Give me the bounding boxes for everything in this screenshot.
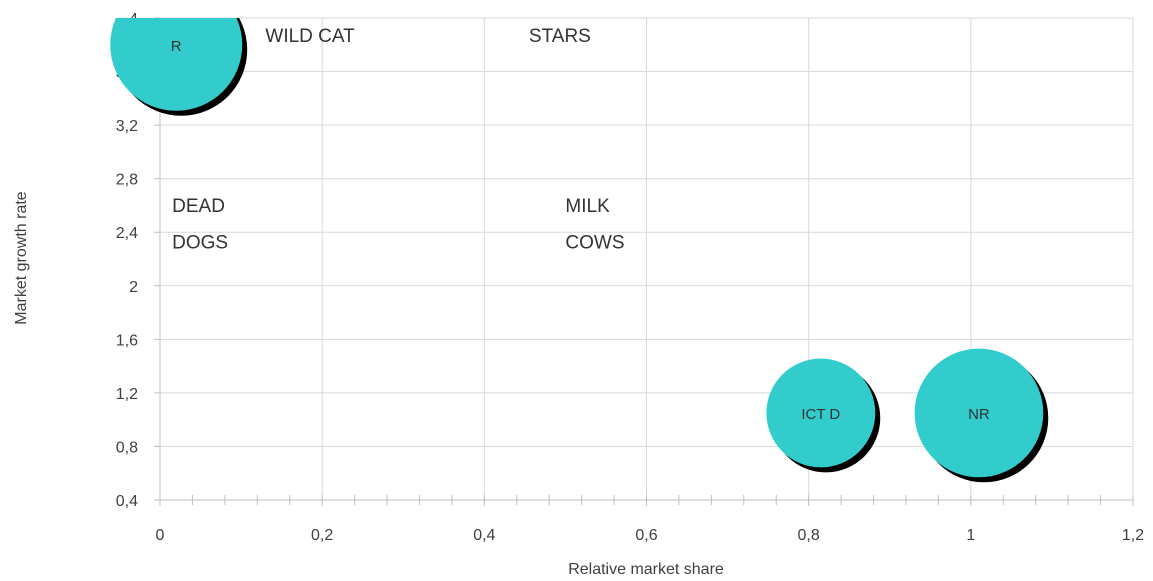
- x-tick-label: 0: [156, 527, 165, 544]
- bubble: NR: [914, 348, 1049, 483]
- bubble-label: R: [171, 38, 182, 55]
- quadrant-label: DOGS: [172, 232, 228, 253]
- quadrant-label: COWS: [565, 232, 624, 253]
- y-tick-label: 2,4: [116, 225, 138, 242]
- quadrant-label: MILK: [565, 196, 610, 217]
- y-tick-label: 0,4: [116, 493, 138, 510]
- bubble: ICT D: [766, 358, 881, 473]
- y-tick-label: 1,2: [116, 386, 138, 403]
- bubble-label: NR: [968, 406, 990, 423]
- bubble-circle: [110, 18, 243, 111]
- y-tick-label: 1,6: [116, 332, 138, 349]
- x-tick-label: 1,2: [1122, 527, 1144, 544]
- y-tick-label: 2: [129, 279, 138, 296]
- x-tick-label: 0,4: [473, 527, 495, 544]
- x-axis-title: Relative market share: [568, 561, 724, 578]
- y-axis-title: Market growth rate: [13, 191, 30, 324]
- bubble-circle: [766, 358, 876, 468]
- quadrant-label: DEAD: [172, 196, 225, 217]
- x-tick-label: 1: [966, 527, 975, 544]
- bubble-label: ICT D: [801, 406, 840, 423]
- quadrant-label: STARS: [529, 26, 591, 47]
- quadrant-labels: WILD CAT STARS DEAD DOGS MILK COWS: [172, 26, 624, 253]
- y-tick-label: 2,8: [116, 172, 138, 189]
- quadrant-label: WILD CAT: [265, 26, 355, 47]
- bubbles: R ICT D NR: [110, 18, 1049, 483]
- bubble: R: [110, 18, 248, 116]
- y-tick-label: 0,8: [116, 439, 138, 456]
- x-tick-label: 0,8: [798, 527, 820, 544]
- x-tick-label: 0,2: [311, 527, 333, 544]
- y-tick-label: 3,2: [116, 118, 138, 135]
- bubble-circle: [914, 348, 1044, 478]
- x-tick-label: 0,6: [635, 527, 657, 544]
